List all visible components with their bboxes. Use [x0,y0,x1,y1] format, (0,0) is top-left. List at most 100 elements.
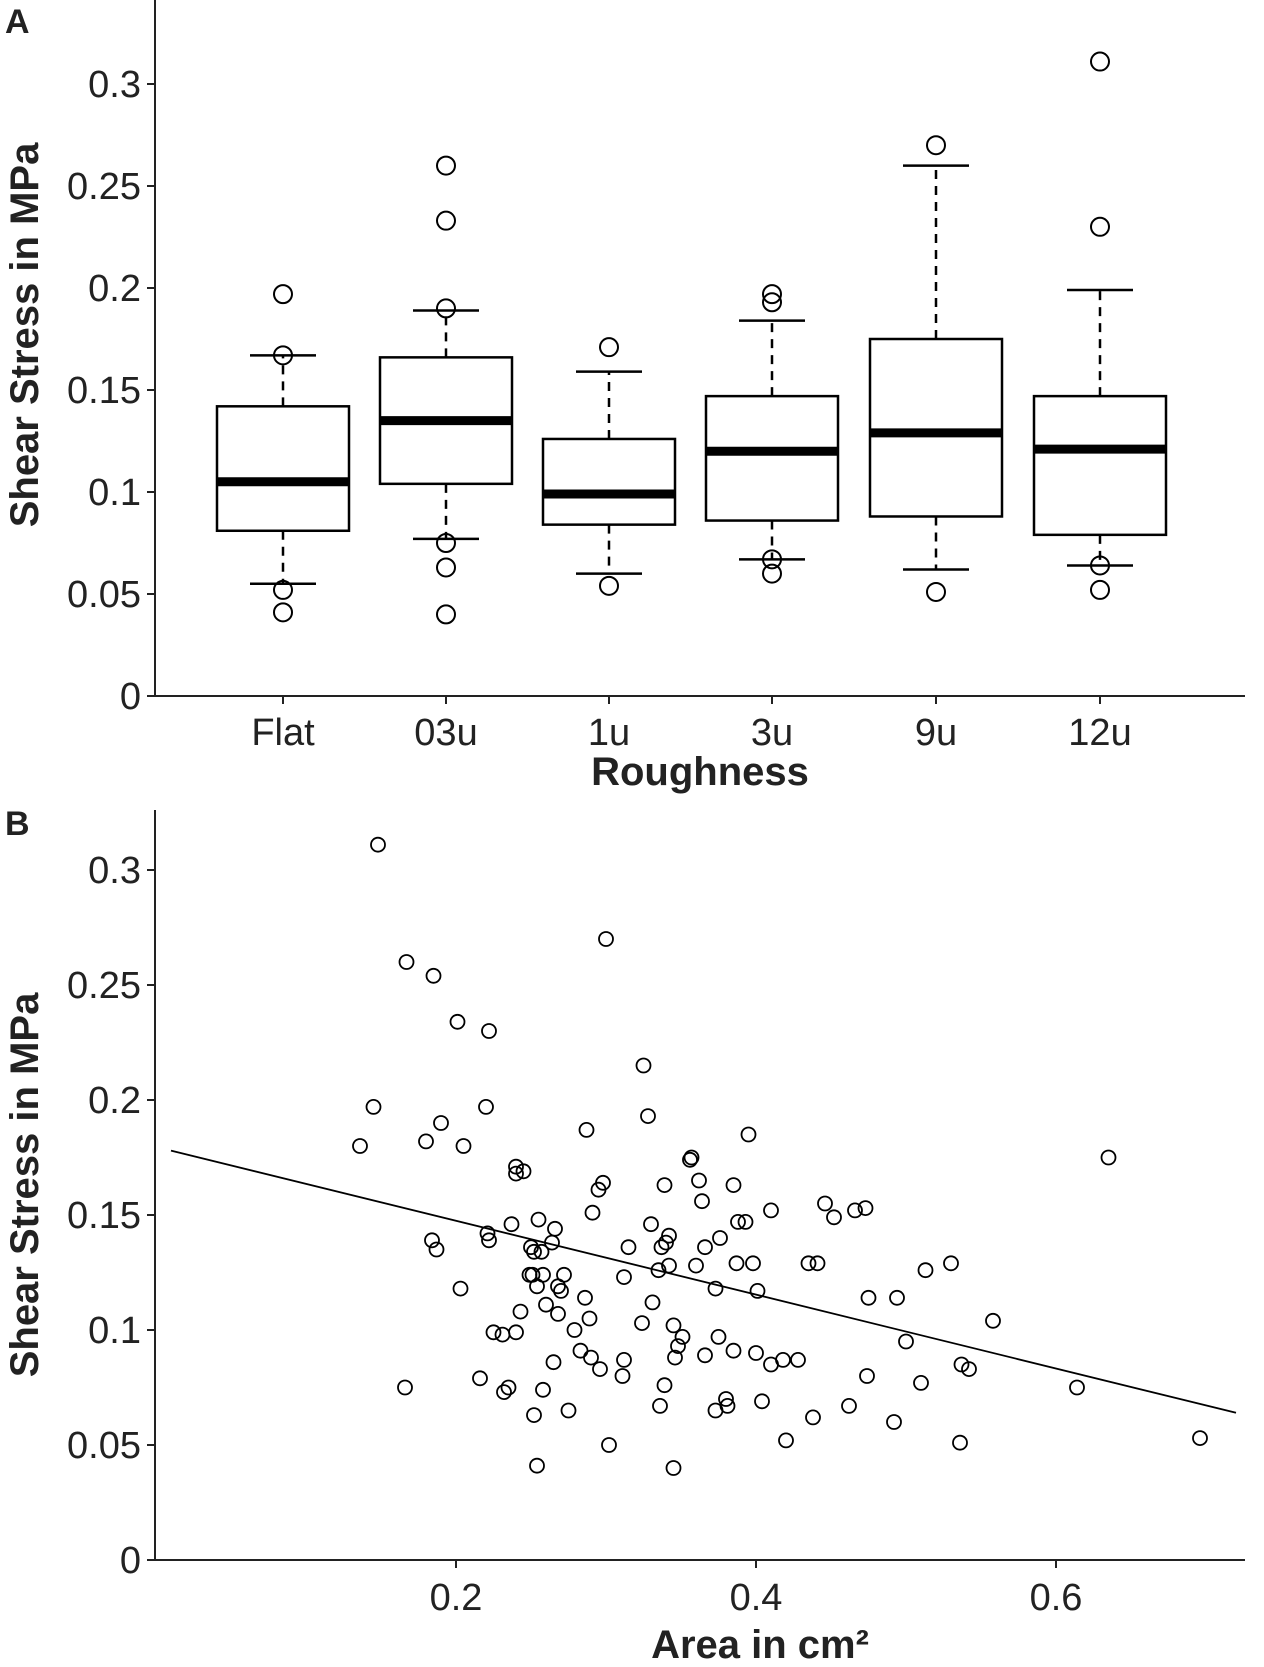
outlier-point [1090,555,1110,576]
scatter-point [601,1437,617,1453]
panel-a-y-tick-label: 0.25 [67,166,141,208]
panel-b-y-tick-label: 0.3 [88,850,141,892]
scatter-point [620,1239,637,1256]
panel-b-y-tick-label: 0.05 [67,1425,141,1467]
scatter-point [710,1329,727,1345]
outlier-point [599,337,619,358]
scatter-point [494,1326,511,1343]
scatter-point [658,1234,674,1251]
scatter-point [889,1289,905,1306]
scatter-point [718,1391,734,1407]
box-1u [541,337,677,596]
outlier-point [762,292,782,313]
scatter-point [653,1239,670,1256]
scatter-point [523,1239,539,1256]
scatter-point [1100,1149,1117,1166]
scatter-point [707,1280,724,1297]
scatter-point [719,1398,736,1414]
scatter-point [515,1163,532,1180]
outlier-point [762,284,782,305]
box-9u [868,135,1004,602]
scatter-point [581,1310,598,1327]
scatter-point [697,1347,713,1364]
scatter-point [805,1409,821,1426]
panel-b-y-axis-title: Shear Stress in MPa [3,992,47,1377]
panel-a-y-tick-label: 0.1 [88,472,141,514]
outlier-point [926,135,946,156]
panel-b-label: B [5,805,30,843]
scatter-point [572,1342,589,1359]
panel-b-y-tick-label: 0.25 [67,965,141,1007]
scatter-point [661,1227,677,1244]
outlier-point [436,298,456,319]
panel-b-points [352,836,1208,1476]
outlier-point [762,563,782,584]
scatter-point [472,1370,488,1387]
scatter-point [817,1195,833,1212]
panel-a-x-tick-label: 03u [414,712,477,754]
box-iqr [215,405,351,533]
scatter-point [809,1255,826,1272]
scatter-point [481,1232,497,1249]
panel-b-y-tick-label: 0.2 [88,1080,141,1122]
scatter-point [556,1266,572,1283]
scatter-point [674,1329,691,1345]
scatter-point [712,1230,728,1246]
panel-a-x-axis-title: Roughness [591,750,809,794]
outlier-point [436,155,456,176]
scatter-point [526,1243,542,1260]
scatter-point [665,1317,682,1334]
scatter-point [508,1165,524,1182]
scatter-point [577,1289,593,1306]
scatter-point [503,1216,520,1233]
scatter-point [667,1349,683,1366]
scatter-point [886,1414,902,1430]
box-Flat [215,284,351,623]
scatter-point [985,1312,1001,1329]
panel-b-y-tick-label: 0 [120,1540,141,1582]
scatter-point [481,1023,497,1039]
panel-b-fit [170,1149,1237,1414]
scatter-point [847,1202,863,1219]
scatter-point [775,1352,791,1368]
scatter-point [535,1381,551,1398]
scatter-point [433,1115,449,1131]
scatter-point [634,1315,650,1331]
box-iqr [704,394,840,522]
scatter-point [592,1361,608,1377]
scatter-point [352,1138,368,1154]
scatter-point [478,1099,494,1115]
outlier-point [436,533,456,553]
scatter-point [643,1216,659,1233]
scatter-point [538,1296,554,1313]
scatter-point [725,1177,742,1193]
scatter-point [598,931,614,947]
scatter-point [535,1266,551,1283]
scatter-point [730,1214,746,1230]
box-iqr [868,337,1004,518]
scatter-point [455,1138,472,1154]
scatter-point [683,1149,700,1166]
scatter-point [425,967,442,984]
scatter-point [545,1354,562,1371]
scatter-point [418,1133,434,1150]
scatter-point [826,1209,842,1226]
scatter-point [656,1377,673,1394]
scatter-point [790,1352,806,1368]
scatter-point [763,1202,779,1219]
panel-a-boxplot: A Shear Stress in MPa Roughness 0 0.05 0.1… [3,0,1245,794]
scatter-point [578,1122,595,1138]
outlier-point [926,581,946,602]
panel-a-y-tick-label: 0.15 [67,370,141,412]
scatter-point [533,1243,550,1260]
scatter-point [691,1172,707,1189]
scatter-point [748,1345,764,1361]
scatter-point [529,1457,545,1474]
scatter-point [640,1108,656,1124]
scatter-point [688,1257,704,1274]
regression-line [170,1149,1237,1414]
scatter-point [512,1303,529,1320]
panel-b-y-tick-label: 0.1 [88,1310,141,1352]
scatter-point [961,1361,977,1377]
